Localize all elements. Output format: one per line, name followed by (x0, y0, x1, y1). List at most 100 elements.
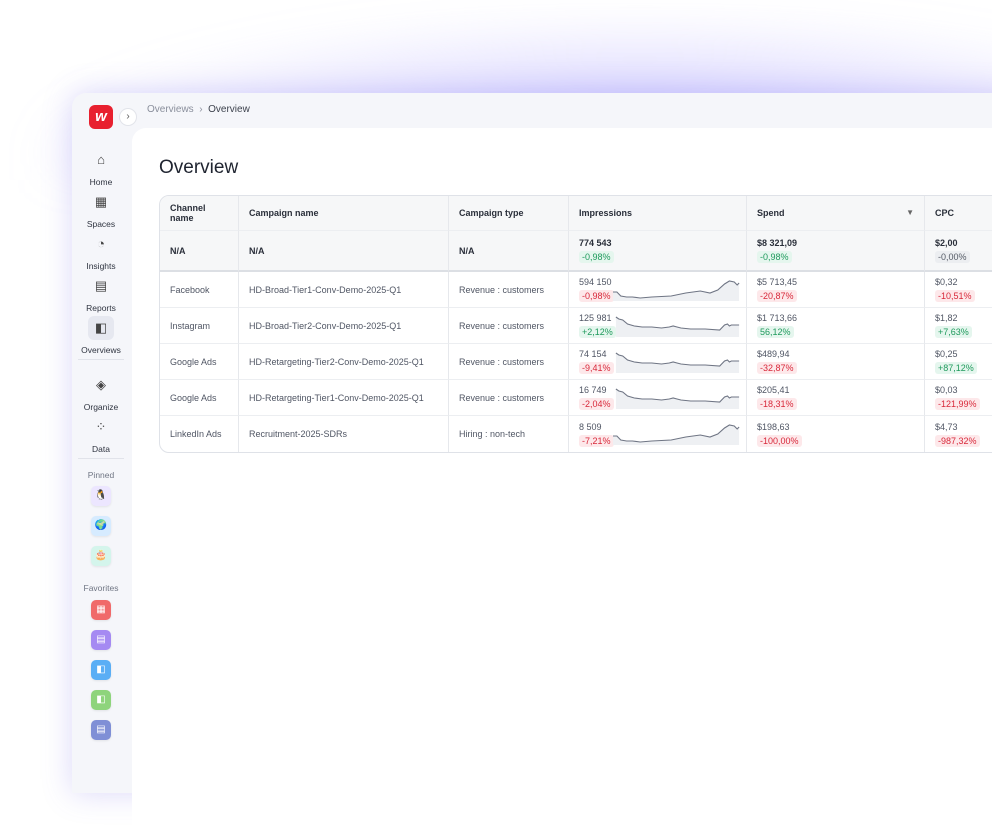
cpc-value: $2,00 (935, 238, 958, 248)
impressions-cell: 774 543 -0,98% (569, 231, 747, 272)
app-logo[interactable]: w (89, 105, 113, 129)
impressions-sparkline (615, 352, 740, 373)
nav-item-spaces[interactable]: ▦ Spaces (72, 190, 130, 229)
overview-table: Channel name Campaign name Campaign type Im… (159, 195, 992, 453)
column-header-label: CPC (935, 208, 955, 218)
favorites-section-label: Favorites (83, 583, 119, 593)
impressions-value: 16 749 (579, 385, 607, 395)
spend-delta-badge: -0,98% (757, 251, 792, 263)
table-row[interactable]: LinkedIn Ads Recruitment-2025-SDRs Hiring … (160, 416, 992, 452)
spend-value: $198,63 (757, 421, 790, 432)
channel-cell: N/A (160, 231, 239, 272)
channel-cell: Instagram (160, 308, 239, 344)
pinned-item[interactable]: 🌍 (91, 516, 111, 536)
favorite-item[interactable]: ▤ (91, 630, 111, 650)
expand-sidebar-button[interactable]: › (119, 108, 137, 126)
channel-cell: Google Ads (160, 380, 239, 416)
impressions-value: 8 509 (579, 421, 602, 432)
divider (78, 458, 124, 459)
impressions-delta-badge: +2,12% (579, 326, 616, 338)
nav-label: Overviews (81, 345, 121, 355)
spend-cell: $8 321,09 -0,98% (747, 231, 925, 272)
sparkline-line (615, 316, 740, 331)
overviews-icon: ◧ (96, 664, 106, 675)
favorite-item[interactable]: ◧ (91, 690, 111, 710)
column-header-label: Spend (757, 208, 785, 218)
globe-icon: 🌍 (94, 520, 108, 531)
nav-label: Reports (86, 303, 116, 313)
impressions-sparkline (613, 424, 740, 445)
spaces-icon: ▦ (96, 604, 106, 615)
favorite-item[interactable]: ▦ (91, 600, 111, 620)
impressions-sparkline (613, 280, 740, 301)
table-row[interactable]: Instagram HD-Broad-Tier2-Conv-Demo-2025-Q… (160, 308, 992, 344)
data-icon: ⁘ (95, 419, 107, 434)
campaign-cell: HD-Retargeting-Tier2-Conv-Demo-2025-Q1 (239, 344, 449, 380)
impressions-cell: 8 509 -7,21% (569, 416, 747, 452)
column-header[interactable]: Spend ▼ (747, 196, 925, 231)
divider (78, 359, 124, 360)
column-header-label: Channel name (170, 203, 206, 223)
table-row[interactable]: Google Ads HD-Retargeting-Tier2-Conv-Demo… (160, 344, 992, 380)
spend-value: $1 713,66 (757, 313, 798, 323)
channel-cell: LinkedIn Ads (160, 416, 239, 452)
cpc-cell: $4,73 -987,32% (925, 416, 992, 452)
column-header[interactable]: Impressions (569, 196, 747, 231)
nav-item-organize[interactable]: ◈ Organize (72, 373, 130, 412)
reports-icon: ▤ (96, 724, 106, 735)
favorite-item[interactable]: ◧ (91, 660, 111, 680)
sort-desc-icon[interactable]: ▼ (906, 208, 914, 217)
layers-icon: ◈ (96, 377, 106, 392)
nav-item-home[interactable]: ⌂ Home (72, 148, 130, 187)
spend-value: $205,41 (757, 385, 790, 395)
cpc-cell: $0,32 -10,51% (925, 272, 992, 308)
cpc-cell: $1,82 +7,63% (925, 308, 992, 344)
spend-delta-badge: -100,00% (757, 434, 802, 447)
spend-value: $8 321,09 (757, 238, 798, 248)
cpc-cell: $2,00 -0,00% (925, 231, 992, 272)
nav-item-overviews[interactable]: ◧ Overviews (72, 316, 130, 355)
reports-icon: ▤ (96, 634, 106, 645)
type-cell: N/A (449, 231, 569, 272)
column-header[interactable]: CPC (925, 196, 992, 231)
breadcrumb-parent[interactable]: Overviews (147, 104, 194, 115)
pinned-item[interactable]: 🎂 (91, 546, 111, 566)
spend-delta-badge: -20,87% (757, 290, 797, 302)
column-header[interactable]: Channel name (160, 196, 239, 231)
table-row[interactable]: Google Ads HD-Retargeting-Tier1-Conv-Demo… (160, 380, 992, 416)
sparkline-line (613, 424, 740, 443)
cpc-delta-badge: +87,12% (935, 362, 977, 374)
campaign-cell: N/A (239, 231, 449, 272)
column-header[interactable]: Campaign name (239, 196, 449, 231)
impressions-delta-badge: -7,21% (579, 434, 614, 447)
impressions-value: 74 154 (579, 349, 607, 359)
reports-icon: ▤ (94, 278, 108, 293)
type-cell: Revenue : customers (449, 380, 569, 416)
spend-cell: $198,63 -100,00% (747, 416, 925, 452)
sparkline-line (613, 280, 740, 299)
pinned-section-label: Pinned (87, 470, 115, 480)
cpc-value: $1,82 (935, 313, 958, 323)
nav-item-insights[interactable]: ◔ Insights (72, 232, 130, 271)
nav-item-reports[interactable]: ▤ Reports (72, 274, 130, 313)
summary-row[interactable]: N/A N/A N/A 774 543 -0,98% $8 321,09 -0,98% $2… (160, 231, 992, 272)
sparkline-line (615, 388, 740, 403)
nav-label: Spaces (86, 219, 116, 229)
campaign-cell: HD-Broad-Tier2-Conv-Demo-2025-Q1 (239, 308, 449, 344)
column-header-label: Impressions (579, 208, 633, 218)
nav-item-data[interactable]: ⁘ Data (72, 415, 130, 454)
impressions-delta-badge: -9,41% (579, 362, 614, 374)
type-cell: Revenue : customers (449, 308, 569, 344)
page-title: Overview (159, 157, 239, 178)
penguin-icon: 🐧 (94, 490, 108, 501)
table-row[interactable]: Facebook HD-Broad-Tier1-Conv-Demo-2025-Q1… (160, 272, 992, 308)
sparkline-area (615, 389, 740, 409)
favorite-item[interactable]: ▤ (91, 720, 111, 740)
spend-cell: $489,94 -32,87% (747, 344, 925, 380)
column-header[interactable]: Campaign type (449, 196, 569, 231)
impressions-delta-badge: -0,98% (579, 290, 614, 302)
impressions-cell: 125 981 +2,12% (569, 308, 747, 344)
channel-cell: Facebook (160, 272, 239, 308)
impressions-value: 594 150 (579, 277, 612, 287)
pinned-item[interactable]: 🐧 (91, 486, 111, 506)
